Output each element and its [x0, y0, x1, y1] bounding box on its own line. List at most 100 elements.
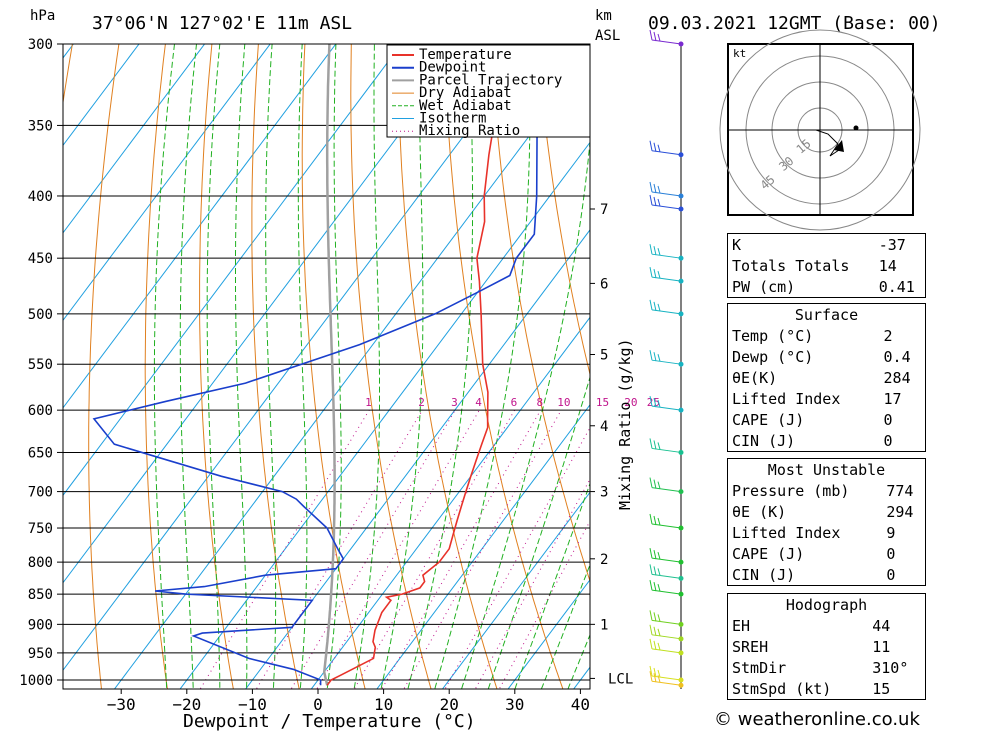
pressure-tick-label: 800: [28, 555, 53, 571]
storm-motion-dot: [853, 125, 859, 131]
dry-adiabat-line: [301, 44, 366, 689]
wet-adiabat-line: [179, 44, 198, 689]
height-tick-label: 6: [600, 276, 608, 292]
pressure-tick-label: 500: [28, 307, 53, 323]
indices-table: K -37 Totals Totals 14 PW (cm) 0.41: [727, 233, 926, 298]
hodograph-title: Hodograph: [785, 595, 868, 614]
mu-thetae-value: 294: [886, 502, 914, 521]
wind-barb: [649, 624, 682, 640]
sreh-label: SREH: [732, 637, 769, 656]
isotherm-line: [63, 44, 206, 234]
mixing-ratio-line: [316, 409, 480, 689]
km-unit: km: [595, 8, 612, 24]
surface-thetae-label: θE(K): [732, 368, 778, 387]
sounding-series: [92, 44, 547, 686]
dry-adiabat-line: [88, 44, 120, 689]
height-tick-label: 3: [600, 485, 608, 501]
surface-cape-value: 0: [883, 410, 893, 429]
sreh-value: 11: [872, 637, 891, 656]
location-title: 37°06'N 127°02'E 11m ASL: [92, 13, 352, 34]
pressure-axis: 300 350 400 450 500 550 600 650 700 750 800 850 900 9…: [19, 37, 63, 689]
surface-li-value: 17: [883, 389, 902, 408]
surface-table: Surface Temp (°C) 2 Dewp (°C) 0.4 θE(K) 284…: [727, 303, 926, 452]
most-unstable-table: Most Unstable Pressure (mb) 774 θE (K) 294…: [727, 458, 926, 586]
isotherm-line: [63, 44, 140, 147]
mixing-ratio-label: 20: [624, 396, 637, 409]
mixing-ratio-label: 2: [418, 396, 425, 409]
wet-adiabat-line: [514, 482, 590, 689]
surface-cin-label: CIN (J): [732, 431, 796, 450]
pressure-tick-label: 300: [28, 37, 53, 53]
temperature-tick-label: 20: [440, 695, 459, 714]
wet-adiabat-line: [540, 563, 590, 689]
surface-li-label: Lifted Index: [732, 389, 841, 408]
height-tick-label: 2: [600, 552, 608, 568]
wind-barb: [649, 564, 682, 579]
mixing-ratio-line: [199, 409, 370, 689]
wind-barb: [649, 671, 682, 686]
wet-adiabat-line: [487, 375, 590, 689]
wet-adiabat-line: [353, 44, 380, 689]
mu-li-value: 9: [886, 523, 896, 542]
surface-cin-value: 0: [883, 431, 893, 450]
legend-box: [386, 44, 591, 138]
k-index-label: K: [732, 235, 742, 254]
totals-label: Totals Totals: [732, 256, 850, 275]
wet-adiabat-line: [460, 136, 590, 689]
wind-barb: [649, 438, 682, 453]
isotherm-line: [441, 491, 590, 689]
wet-adiabat-line: [265, 44, 277, 689]
credit-link[interactable]: © weatheronline.co.uk: [714, 709, 920, 730]
mixing-ratio-line: [444, 426, 590, 689]
eh-label: EH: [732, 616, 751, 635]
pressure-tick-label: 750: [28, 521, 53, 537]
pressure-tick-label: 850: [28, 587, 53, 603]
wind-barb: [649, 580, 682, 595]
pressure-tick-label: 550: [28, 357, 53, 373]
mixing-ratio-line: [474, 478, 590, 689]
mixing-ratio-label: 3: [451, 396, 458, 409]
most-unstable-title: Most Unstable: [767, 460, 886, 479]
mixing-ratio-label: 10: [557, 396, 570, 409]
mixing-ratio-label: 25: [647, 396, 660, 409]
dry-adiabat-line: [251, 44, 300, 689]
mixing-ratio-axis-label: Mixing Ratio (g/kg): [616, 338, 634, 510]
wind-barb: [649, 29, 682, 45]
legend-entry: Dry Adiabat: [419, 85, 512, 101]
mixing-ratio-label: 1: [365, 396, 372, 409]
wind-barb: [649, 350, 682, 365]
stmdir-label: StmDir: [732, 658, 787, 677]
wind-barb: [649, 548, 682, 563]
pressure-tick-label: 450: [28, 251, 53, 267]
legend-entry: Dewpoint: [419, 60, 486, 76]
legend-entry: Mixing Ratio: [419, 123, 520, 139]
height-tick-label: 5: [600, 347, 608, 363]
mu-cin-value: 0: [886, 565, 896, 584]
isotherm-line: [63, 44, 271, 322]
mu-thetae-label: θE (K): [732, 502, 787, 521]
wet-adiabat-line: [153, 44, 176, 689]
wind-barb-column: [649, 29, 684, 689]
dry-adiabat-line: [350, 44, 432, 689]
legend-entry: Parcel Trajectory: [419, 72, 562, 88]
pressure-tick-label: 1000: [19, 673, 53, 689]
mu-pressure-value: 774: [886, 481, 914, 500]
mixing-ratio-line: [255, 409, 423, 689]
x-axis-label: Dewpoint / Temperature (°C): [183, 711, 476, 732]
pressure-tick-label: 950: [28, 646, 53, 662]
wind-barb: [649, 267, 682, 282]
wet-adiabat-line: [326, 44, 342, 689]
temperature-tick-label: 30: [505, 695, 524, 714]
pressure-tick-label: 700: [28, 485, 53, 501]
height-tick-label: 4: [600, 419, 608, 435]
hodograph-table: Hodograph EH 44 SREH 11 StmDir 310° StmSpd …: [727, 593, 926, 700]
wind-barb: [649, 299, 682, 315]
mu-cape-label: CAPE (J): [732, 544, 805, 563]
wind-barb: [649, 610, 682, 625]
isotherm-line: [179, 141, 590, 689]
surface-thetae-value: 284: [883, 368, 911, 387]
pressure-tick-label: 400: [28, 189, 53, 205]
